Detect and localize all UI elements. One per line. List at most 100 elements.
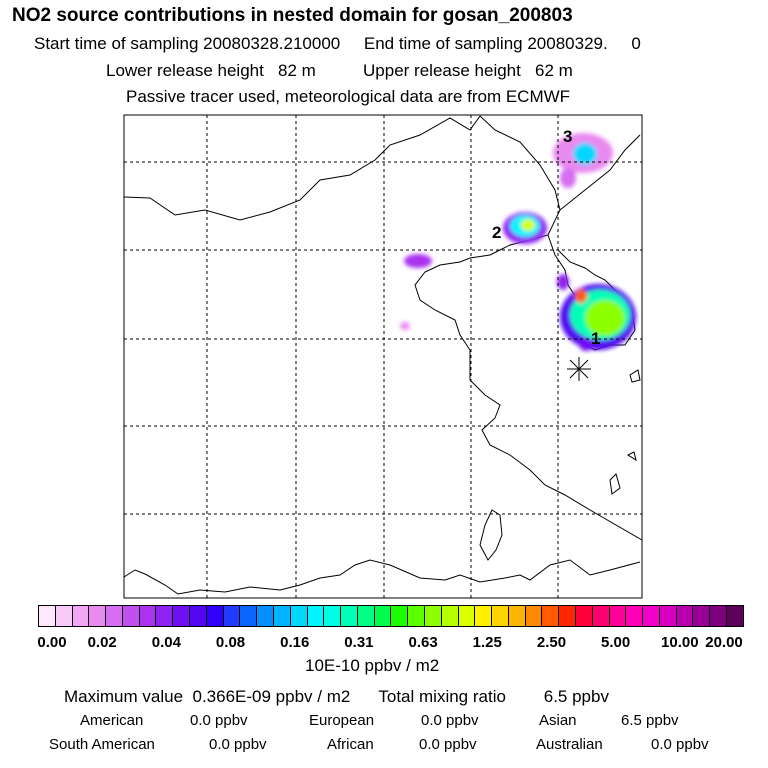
colorbar-swatch [525, 606, 543, 626]
colorbar-swatch [223, 606, 241, 626]
plume-north-tail [560, 168, 576, 188]
colorbar-swatch [324, 606, 342, 626]
colorbar-swatch [190, 606, 207, 626]
colorbar-swatch [542, 606, 560, 626]
source-label-2: 2 [492, 223, 501, 242]
colorbar-swatch [492, 606, 509, 626]
summary-line: Maximum value 0.366E-09 ppbv / m2 Total … [64, 688, 609, 705]
colorbar-swatch [609, 606, 627, 626]
colorbar-tick-label: 0.16 [280, 634, 310, 651]
release-height-line: Lower release height 82 m Upper release … [106, 62, 573, 79]
manchuria-border [414, 115, 643, 541]
plume-west [404, 254, 432, 268]
colorbar-swatch [122, 606, 140, 626]
plume-south [579, 337, 593, 351]
colorbar-swatch [357, 606, 375, 626]
max-label: Maximum value [64, 687, 184, 706]
end-label: End time of sampling [363, 34, 523, 53]
region-value: 0.0 ppbv [421, 712, 479, 729]
colorbar-tick-label: 0.02 [87, 634, 117, 651]
colorbar-swatch [240, 606, 258, 626]
region-name: European [309, 712, 375, 729]
colorbar-tick-label: 5.00 [601, 634, 631, 651]
colorbar-swatch [559, 606, 576, 626]
colorbar-swatch [626, 606, 644, 626]
japan-kyushu [629, 369, 641, 383]
colorbar-swatch [676, 606, 694, 626]
page-title: NO2 source contributions in nested domai… [12, 5, 573, 26]
region-name: African [327, 736, 374, 753]
colorbar-swatch [89, 606, 107, 626]
taiwan [479, 509, 503, 561]
colorbar [38, 605, 744, 627]
sampling-time-line: Start time of sampling 20080328.210000 E… [34, 35, 641, 52]
colorbar-tick-label: 0.63 [408, 634, 438, 651]
colorbar-swatch [391, 606, 409, 626]
colorbar-swatch [408, 606, 425, 626]
colorbar-swatch [643, 606, 660, 626]
region-value: 6.5 ppbv [621, 712, 679, 729]
tracer-note: Passive tracer used, meteorological data… [126, 87, 571, 106]
colorbar-swatch [441, 606, 459, 626]
south-coast [123, 559, 641, 595]
end-value: 20080329. 0 [527, 34, 641, 53]
start-value: 20080328.210000 [203, 34, 341, 53]
colorbar-tick-label: 0.00 [37, 634, 67, 651]
colorbar-swatch [307, 606, 325, 626]
total-value: 6.5 ppbv [543, 687, 609, 706]
plume-korea-hot [575, 289, 587, 303]
colorbar-tick-label: 10.00 [661, 634, 699, 651]
upper-value: 62 m [535, 61, 573, 80]
colorbar-swatch [659, 606, 677, 626]
plume-mid-core [521, 219, 535, 231]
colorbar-swatch [55, 606, 73, 626]
colorbar-swatch [424, 606, 442, 626]
colorbar-swatch [592, 606, 610, 626]
colorbar-swatch [72, 606, 90, 626]
colorbar-swatch [508, 606, 526, 626]
russia-coast [559, 134, 641, 211]
colorbar-swatch [156, 606, 174, 626]
colorbar-tick-label: 2.50 [536, 634, 567, 651]
region-name: South American [49, 736, 155, 753]
map-border [123, 114, 643, 599]
colorbar-tick-label: 20.00 [705, 634, 743, 651]
plume-west-faint [400, 322, 410, 330]
colorbar-swatch [475, 606, 493, 626]
colorbar-swatch [257, 606, 274, 626]
colorbar-swatch [290, 606, 308, 626]
plume-korea-tail [557, 274, 569, 290]
region-value: 0.0 ppbv [190, 712, 248, 729]
upper-label: Upper release height [363, 61, 521, 80]
region-name: American [80, 712, 144, 729]
colorbar-tick-label: 0.31 [344, 634, 374, 651]
total-label: Total mixing ratio [378, 687, 506, 706]
colorbar-swatch [139, 606, 157, 626]
colorbar-tick-label: 0.08 [215, 634, 246, 651]
max-value: 0.366E-09 ppbv / m2 [192, 687, 351, 706]
region-value: 0.0 ppbv [209, 736, 267, 753]
region-name: Asian [539, 712, 577, 729]
plume-north-core [573, 143, 597, 165]
plume-patches [400, 133, 636, 351]
source-label-3: 3 [563, 127, 572, 146]
colorbar-tick-label: 0.04 [151, 634, 181, 651]
region-value: 0.0 ppbv [419, 736, 477, 753]
island-a [626, 451, 637, 462]
colorbar-swatch [273, 606, 291, 626]
colorbar-swatch [710, 606, 728, 626]
region-value: 0.0 ppbv [651, 736, 709, 753]
colorbar-unit: 10E-10 ppbv / m2 [305, 656, 440, 675]
colorbar-swatch [341, 606, 358, 626]
colorbar-swatch [206, 606, 224, 626]
island-b [609, 473, 621, 495]
mongolia-border [123, 115, 481, 221]
lower-label: Lower release height [106, 61, 264, 80]
colorbar-tick-label: 1.25 [472, 634, 502, 651]
coastlines [123, 115, 643, 595]
colorbar-swatch [106, 606, 123, 626]
map-panel: 3 2 1 [123, 114, 643, 599]
colorbar-swatch [458, 606, 476, 626]
region-name: Australian [536, 736, 603, 753]
plume-korea-core [585, 300, 625, 336]
